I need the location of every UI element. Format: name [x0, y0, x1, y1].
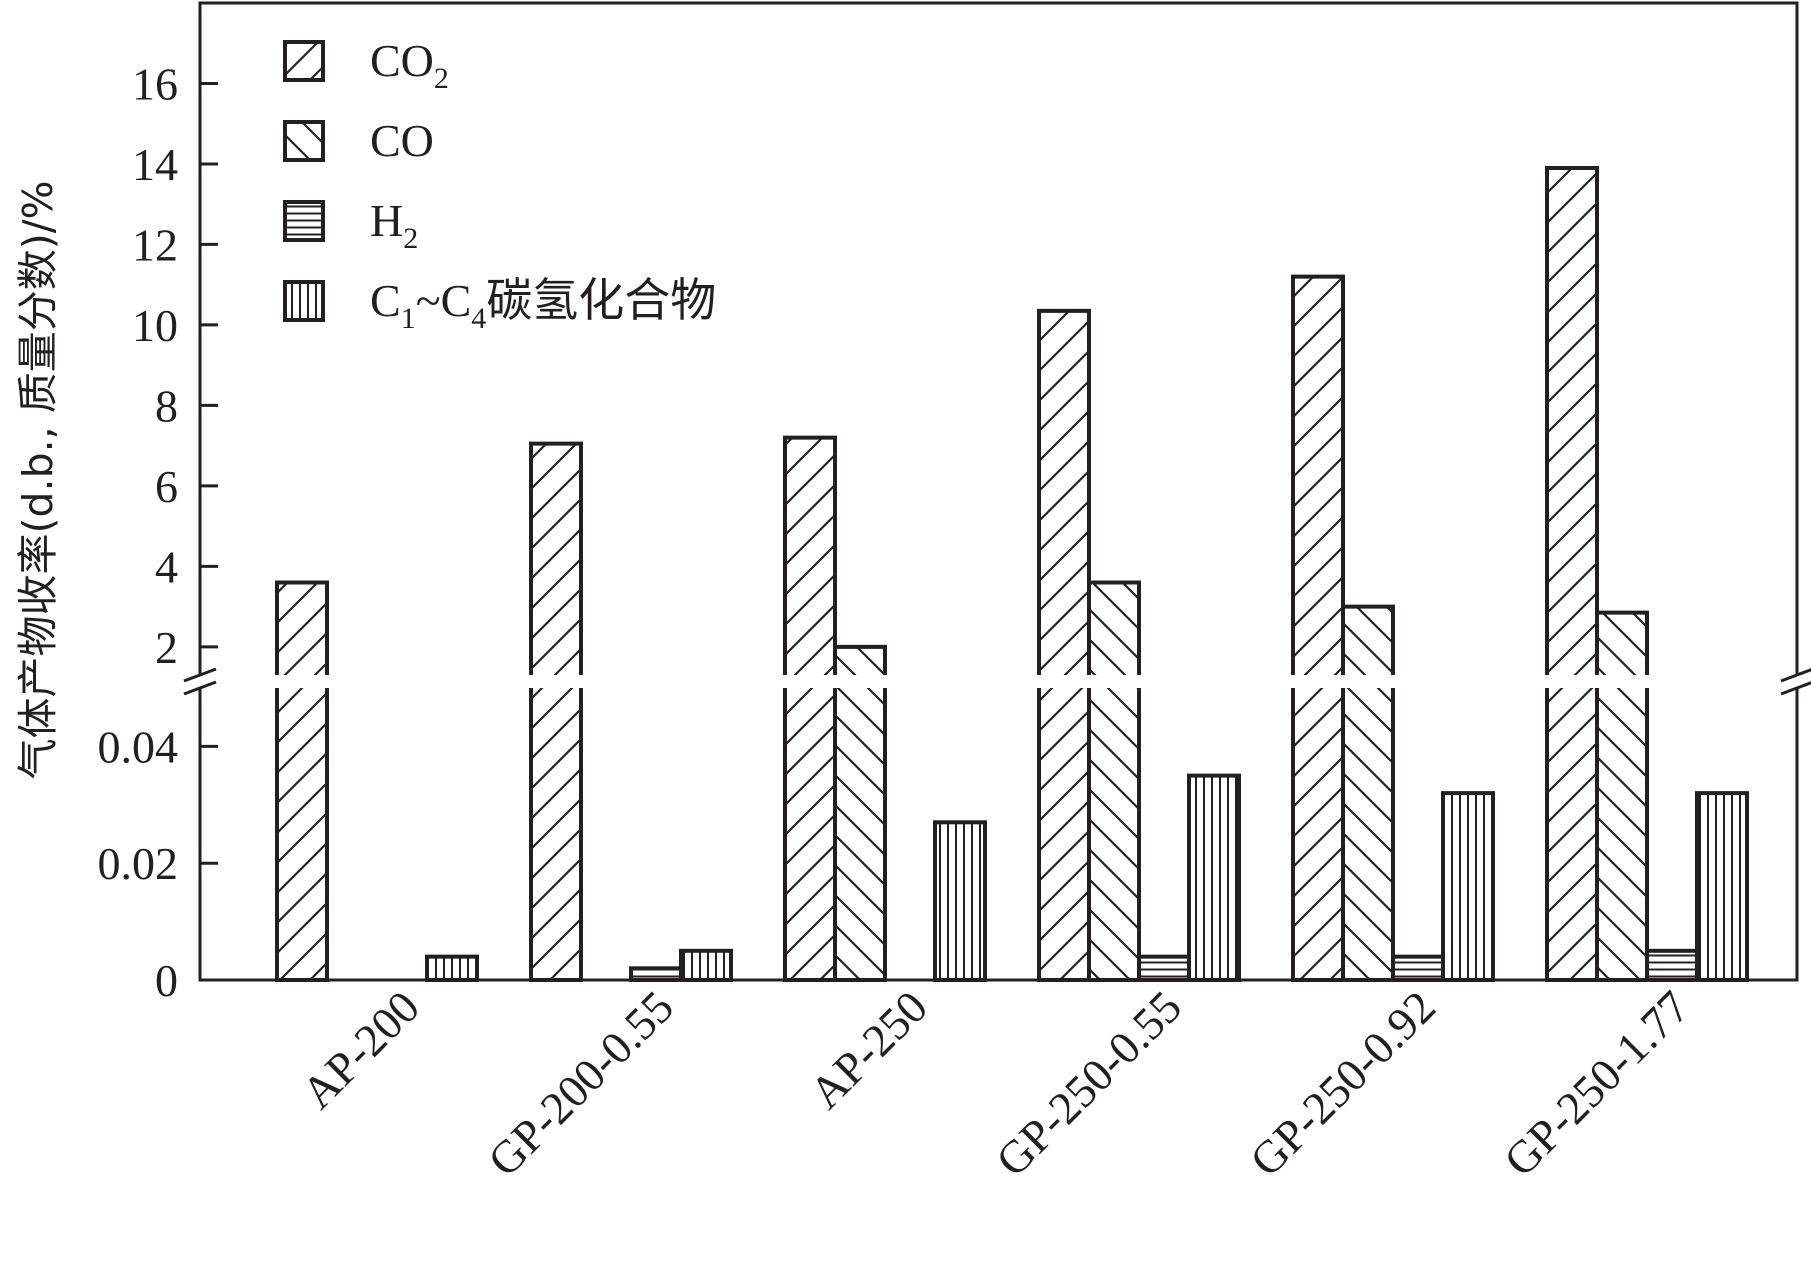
bar-GP-250-1.77-series-0-lower	[1547, 688, 1597, 980]
bar-GP-250-0.55-series-1-lower	[1089, 688, 1139, 980]
y-tick-label: 4	[155, 541, 178, 592]
bar-GP-200-0.55-series-0-lower-outline	[529, 688, 583, 982]
y-axis-ticks: 2 4 6 8 10 12 14 16 0 0.02 0.04	[98, 58, 218, 1006]
legend-label-3: C1~C4碳氢化合物	[370, 273, 716, 335]
bar-AP-250-series-1-lower-outline	[833, 688, 887, 982]
axis-break-mark-left-upper	[183, 667, 217, 683]
axis-break-mark-right-upper	[1780, 668, 1811, 683]
x-tick-label: GP-250-0.55	[986, 981, 1191, 1186]
upper-plot-frame	[198, 1, 1799, 675]
bar-GP-250-1.77-series-1-upper	[1597, 612, 1647, 675]
bar-AP-250-series-0-lower	[785, 688, 835, 980]
y-tick-label: 16	[132, 58, 178, 109]
bar-AP-250-series-3	[933, 820, 987, 982]
bar-AP-200-series-0-upper	[277, 582, 327, 675]
legend-label-2: H2	[370, 195, 418, 255]
bar-GP-250-0.55-series-0-lower	[1039, 688, 1089, 980]
bar-GP-250-0.92-series-0-upper	[1293, 276, 1343, 675]
x-tick-label: GP-250-1.77	[1494, 981, 1699, 1186]
bar-GP-250-0.55-series-1-upper	[1089, 582, 1139, 675]
bar-AP-200-series-0-lower	[277, 688, 327, 980]
legend-label-1: CO	[370, 115, 434, 166]
bars-group	[275, 165, 1749, 983]
bar-AP-250-series-1-upper-outline	[833, 644, 887, 675]
bar-AP-200-series-3	[425, 954, 479, 983]
bar-GP-250-0.92-series-1-upper-outline	[1341, 604, 1395, 675]
legend-swatch-0	[283, 40, 325, 82]
x-tick-label: AP-200	[292, 981, 429, 1118]
bar-AP-200-series-0-upper-outline	[275, 580, 329, 675]
legend-swatch-2	[283, 200, 325, 242]
bar-GP-250-0.55-series-1-upper-outline	[1087, 580, 1141, 675]
bar-GP-250-1.77-series-2	[1645, 948, 1699, 982]
y-tick-label: 0.04	[98, 721, 179, 772]
legend-label-0: CO2	[370, 35, 449, 95]
lower-plot-frame	[183, 667, 1811, 982]
axis-break-mark-left-lower	[183, 680, 217, 696]
legend-swatch-1	[283, 120, 325, 162]
bar-GP-250-0.55-series-1-lower-outline	[1087, 688, 1141, 982]
y-tick-label: 2	[155, 622, 178, 673]
bar-GP-250-1.77-series-1-lower	[1597, 688, 1647, 980]
bar-GP-250-1.77-series-0-upper-outline	[1545, 165, 1599, 675]
bar-GP-250-1.77-series-3	[1695, 791, 1749, 982]
bar-GP-250-0.92-series-1-lower-outline	[1341, 688, 1395, 982]
bar-GP-250-0.55-series-3	[1187, 773, 1241, 982]
bar-AP-200-series-0-lower-outline	[275, 688, 329, 982]
x-axis-tick-labels: AP-200 GP-200-0.55 AP-250 GP-250-0.55 GP-250…	[292, 981, 1699, 1186]
y-tick-label: 8	[155, 380, 178, 431]
y-tick-label: 14	[132, 139, 178, 190]
bar-GP-250-0.92-series-0-lower	[1293, 688, 1343, 980]
bar-GP-250-0.55-series-0-upper-outline	[1037, 308, 1091, 675]
bar-GP-250-0.92-series-3	[1441, 791, 1495, 982]
x-tick-label: GP-200-0.55	[478, 981, 683, 1186]
bar-GP-250-1.77-series-0-upper	[1547, 167, 1597, 675]
legend-swatch-3	[283, 280, 325, 322]
bar-AP-250-series-0-upper-outline	[783, 435, 837, 675]
bar-GP-200-0.55-series-2	[629, 966, 683, 983]
bar-GP-250-0.55-series-2	[1137, 954, 1191, 983]
y-tick-label: 0	[155, 955, 178, 1006]
bar-GP-200-0.55-series-0-upper-outline	[529, 441, 583, 675]
axis-break-mark-right-lower	[1780, 681, 1811, 696]
y-tick-label: 6	[155, 461, 178, 512]
bar-GP-200-0.55-series-3	[679, 948, 733, 982]
upper-frame-line	[198, 1, 1799, 675]
bar-GP-250-0.92-series-1-lower	[1343, 688, 1393, 980]
bar-GP-250-0.92-series-2	[1391, 954, 1445, 983]
bar-GP-250-1.77-series-1-upper-outline	[1595, 610, 1649, 675]
bar-GP-200-0.55-series-0-upper	[531, 443, 581, 675]
bar-GP-250-0.55-series-0-upper	[1039, 310, 1089, 675]
x-tick-label: GP-250-0.92	[1240, 981, 1445, 1186]
x-tick-label: AP-250	[800, 981, 937, 1118]
bar-GP-200-0.55-series-0-lower	[531, 688, 581, 980]
bar-AP-250-series-1-upper	[835, 646, 885, 675]
y-axis-label: 气体产物收率(d.b., 质量分数)/%	[14, 181, 62, 780]
legend: CO2 CO H2 C1~C4碳氢化合物	[283, 35, 716, 335]
y-tick-label: 0.02	[98, 838, 179, 889]
y-tick-label: 10	[132, 300, 178, 351]
bar-GP-250-1.77-series-1-lower-outline	[1595, 688, 1649, 982]
bar-AP-250-series-0-upper	[785, 437, 835, 675]
lower-frame-line	[198, 688, 1799, 982]
bar-AP-250-series-1-lower	[835, 688, 885, 980]
bar-GP-250-0.92-series-0-upper-outline	[1291, 274, 1345, 675]
bar-GP-250-0.92-series-1-upper	[1343, 606, 1393, 675]
y-tick-label: 12	[132, 219, 178, 270]
